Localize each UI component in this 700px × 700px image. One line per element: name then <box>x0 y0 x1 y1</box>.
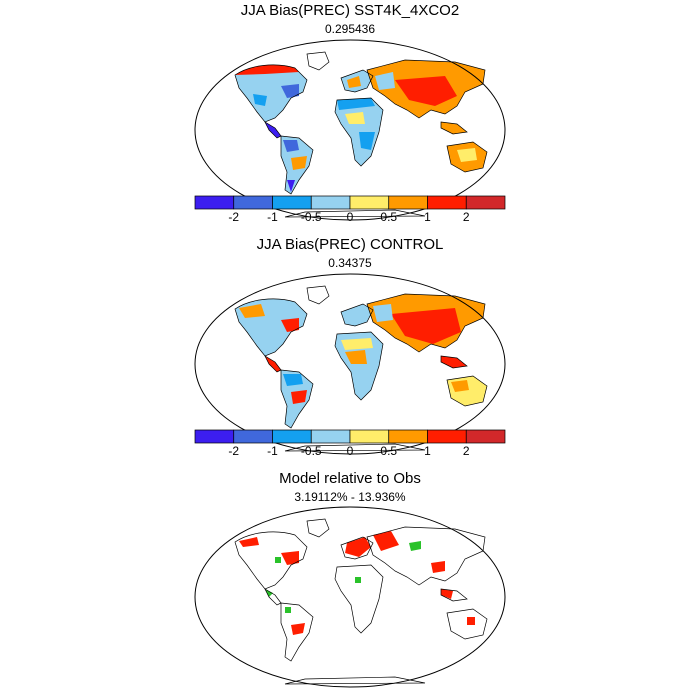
panel2-title: JJA Bias(PREC) CONTROL <box>256 236 444 253</box>
colorbar-tick-label: 2 <box>462 210 470 224</box>
map3-border <box>194 506 506 688</box>
colorbar-swatch <box>310 195 351 210</box>
colorbar-swatch <box>427 429 467 444</box>
colorbar-tick-label: -0.5 <box>300 210 322 224</box>
map1 <box>194 39 506 221</box>
map2-fill <box>235 294 487 428</box>
colorbar-swatch <box>427 195 467 210</box>
colorbar-swatch <box>194 195 235 210</box>
colorbar-swatch <box>233 429 273 444</box>
colorbar-tick-label: -1 <box>267 444 278 458</box>
colorbar-swatch <box>388 195 428 210</box>
colorbar-tick-label: -1 <box>267 210 278 224</box>
colorbar-swatch <box>465 195 506 210</box>
map1-fill <box>235 52 487 194</box>
colorbar1 <box>194 195 506 210</box>
map3-fill <box>239 531 475 635</box>
colorbar-swatch <box>465 429 506 444</box>
panel2-subtitle: 0.34375 <box>328 256 372 270</box>
colorbar-tick-label: -0.5 <box>300 444 322 458</box>
panel1-subtitle: 0.295436 <box>324 22 376 36</box>
colorbar-swatch <box>388 429 428 444</box>
colorbar-swatch <box>233 195 273 210</box>
colorbar-tick-label: -2 <box>228 210 240 224</box>
panel3-title: Model relative to Obs <box>279 470 421 487</box>
colorbar-tick-label: -2 <box>228 444 240 458</box>
panel3-subtitle: 3.19112% - 13.936% <box>294 490 406 504</box>
colorbar-swatch <box>272 195 312 210</box>
map2-border <box>194 273 506 455</box>
colorbar-tick-label: 0.5 <box>380 210 398 224</box>
colorbar-swatch <box>349 195 390 210</box>
map1-border <box>194 39 506 221</box>
colorbar-swatch <box>349 429 390 444</box>
colorbar-swatch <box>310 429 351 444</box>
map3 <box>194 506 506 688</box>
map2 <box>194 273 506 455</box>
colorbar-swatch <box>272 429 312 444</box>
colorbar2 <box>194 429 506 444</box>
panel1-title: JJA Bias(PREC) SST4K_4XCO2 <box>240 2 460 19</box>
colorbar-tick-label: 1 <box>424 444 431 458</box>
colorbar-tick-label: 1 <box>424 210 431 224</box>
colorbar-tick-label: 0.5 <box>380 444 398 458</box>
colorbar-tick-label: 0 <box>346 444 354 458</box>
colorbar-swatch <box>194 429 235 444</box>
colorbar-tick-label: 2 <box>462 444 470 458</box>
colorbar-tick-label: 0 <box>346 210 354 224</box>
